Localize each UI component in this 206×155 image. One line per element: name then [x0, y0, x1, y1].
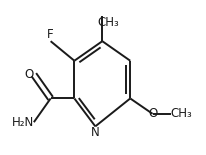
Text: N: N [91, 126, 100, 139]
Text: O: O [25, 68, 34, 81]
Text: F: F [47, 28, 54, 41]
Text: O: O [148, 107, 157, 120]
Text: CH₃: CH₃ [171, 107, 192, 120]
Text: CH₃: CH₃ [97, 16, 119, 29]
Text: H₂N: H₂N [12, 116, 34, 129]
